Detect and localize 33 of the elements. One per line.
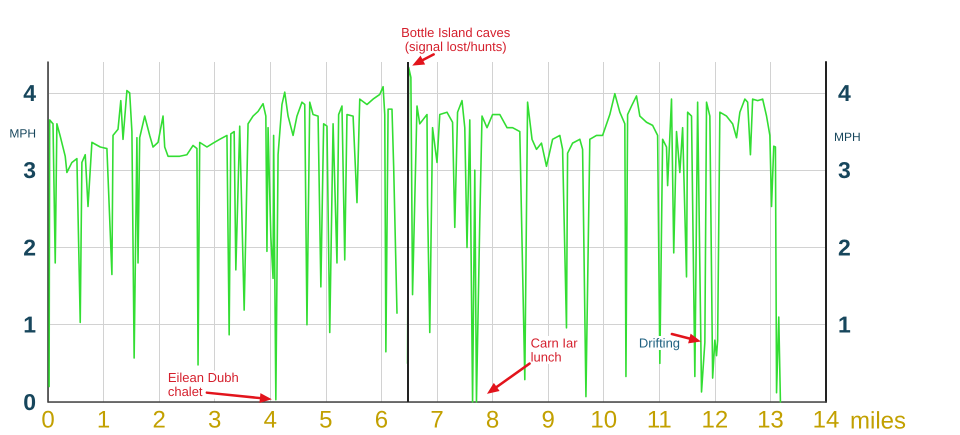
x-tick-label: 3 (208, 406, 222, 434)
x-tick-label: 10 (590, 406, 618, 434)
y2-tick-label: 3 (838, 157, 851, 184)
annotation: Drifting (638, 336, 680, 350)
y-tick-label: 3 (23, 157, 36, 184)
x-tick-label: 5 (319, 406, 333, 434)
x-tick-label: 14 (812, 406, 840, 434)
x-tick-label: 9 (541, 406, 555, 434)
y2-axis-title: MPH (834, 130, 861, 144)
x-tick-label: 6 (374, 406, 388, 434)
line-series (406, 66, 782, 403)
annotation: Bottle Island caves (signal lost/hunts) (401, 24, 511, 54)
annotation: Eilean Dubh chalet (168, 370, 239, 400)
y2-tick-label: 4 (838, 80, 851, 106)
annotation: Carn Iar lunch (530, 336, 578, 365)
y-tick-label: 2 (23, 234, 36, 260)
x-tick-label: 7 (430, 406, 444, 434)
x-tick-label: 12 (702, 406, 728, 434)
x-tick-label: 11 (646, 406, 672, 434)
y-axis-title: MPH (9, 126, 36, 140)
x-tick-label: 2 (152, 406, 166, 434)
y-tick-label: 0 (23, 389, 36, 415)
x-tick-label: 4 (264, 406, 277, 434)
x-tick-label: 0 (41, 406, 55, 434)
x-tick-label: 13 (757, 406, 784, 434)
x-tick-label: 8 (486, 406, 500, 434)
x-tick-label: 1 (96, 406, 110, 434)
x-axis-title: miles (850, 408, 906, 434)
line-series (48, 86, 398, 400)
y-tick-label: 1 (23, 312, 36, 338)
y-tick-label: 4 (23, 80, 36, 106)
y2-tick-label: 1 (838, 312, 851, 338)
y2-tick-label: 2 (838, 234, 851, 260)
